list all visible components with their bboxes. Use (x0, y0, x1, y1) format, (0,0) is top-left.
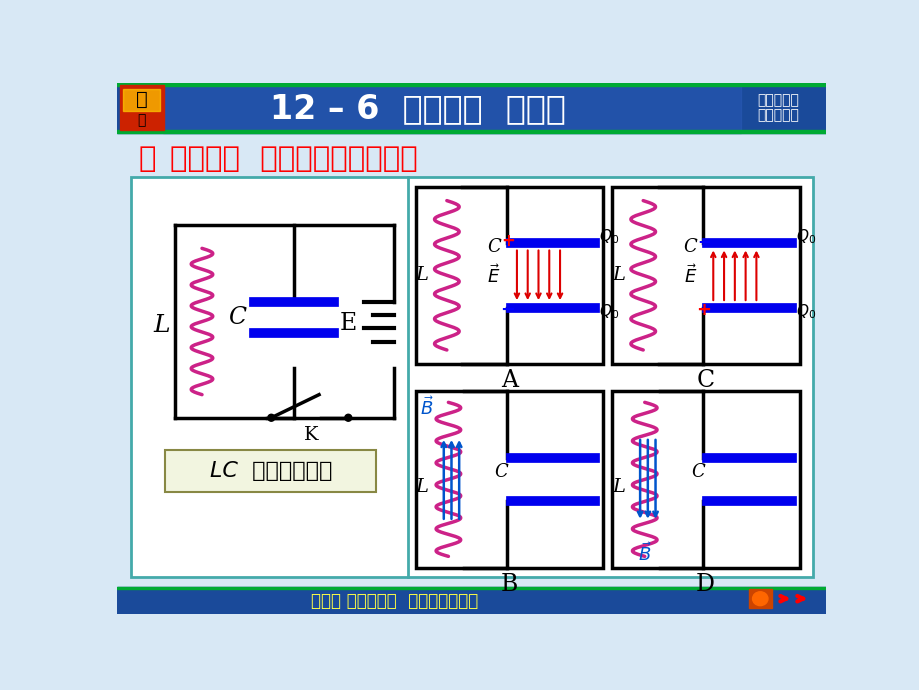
Text: L: L (415, 266, 428, 284)
Text: C: C (486, 238, 500, 256)
Text: LC  电磁振荡电路: LC 电磁振荡电路 (210, 461, 332, 481)
Bar (415, 187, 603, 364)
Text: B: B (500, 573, 517, 596)
Text: C: C (696, 369, 714, 393)
Text: $Q_0$: $Q_0$ (795, 302, 815, 321)
Text: C: C (227, 306, 245, 329)
Text: L: L (611, 478, 624, 496)
Text: L: L (611, 266, 624, 284)
Text: C: C (494, 463, 508, 481)
Bar (164, 83, 740, 133)
Text: 物理学教程: 物理学教程 (756, 92, 798, 107)
Text: $\vec{E}$: $\vec{E}$ (683, 264, 696, 287)
Text: $\vec{E}$: $\vec{E}$ (487, 264, 500, 287)
Text: +: + (500, 232, 514, 250)
Text: $Q_0$: $Q_0$ (598, 228, 618, 246)
Text: 12 – 6  电磁振荡  电磁波: 12 – 6 电磁振荡 电磁波 (269, 92, 565, 125)
Text: 振荡电路  无阻尼自由电磁振荡: 振荡电路 无阻尼自由电磁振荡 (169, 145, 417, 173)
Bar (612, 187, 799, 364)
Text: L: L (415, 478, 428, 496)
Text: 一: 一 (139, 145, 156, 173)
Text: （第二版）: （第二版） (756, 108, 798, 122)
Text: A: A (500, 369, 517, 393)
Text: 第十二 章电磁感应  电磁场和电磁波: 第十二 章电磁感应 电磁场和电磁波 (311, 592, 478, 610)
Text: $\vec{B}$: $\vec{B}$ (419, 396, 434, 419)
Bar (117, 83, 825, 133)
Text: $Q_0$: $Q_0$ (598, 302, 618, 321)
Text: $Q_0$: $Q_0$ (795, 228, 815, 246)
Text: K: K (304, 426, 318, 444)
Circle shape (267, 414, 275, 421)
Bar (117, 130, 825, 133)
Text: D: D (696, 573, 714, 596)
Text: 📚: 📚 (138, 112, 146, 127)
Circle shape (345, 414, 351, 421)
Bar (117, 587, 825, 589)
Ellipse shape (752, 592, 767, 606)
Text: 🏛: 🏛 (136, 90, 148, 109)
Bar (748, 589, 771, 608)
Text: C: C (690, 463, 704, 481)
Bar (117, 83, 825, 86)
Text: +: + (696, 301, 710, 319)
Text: −: − (697, 232, 710, 250)
Bar (117, 587, 825, 614)
Bar (131, 177, 811, 577)
Text: L: L (153, 314, 170, 337)
Bar (123, 89, 160, 110)
Bar (612, 391, 799, 568)
Text: $\vec{B}$: $\vec{B}$ (637, 542, 651, 566)
Text: C: C (683, 238, 697, 256)
Text: E: E (339, 312, 357, 335)
Text: −: − (500, 301, 515, 319)
Bar (119, 85, 165, 130)
Bar (415, 391, 603, 568)
FancyBboxPatch shape (165, 450, 376, 492)
